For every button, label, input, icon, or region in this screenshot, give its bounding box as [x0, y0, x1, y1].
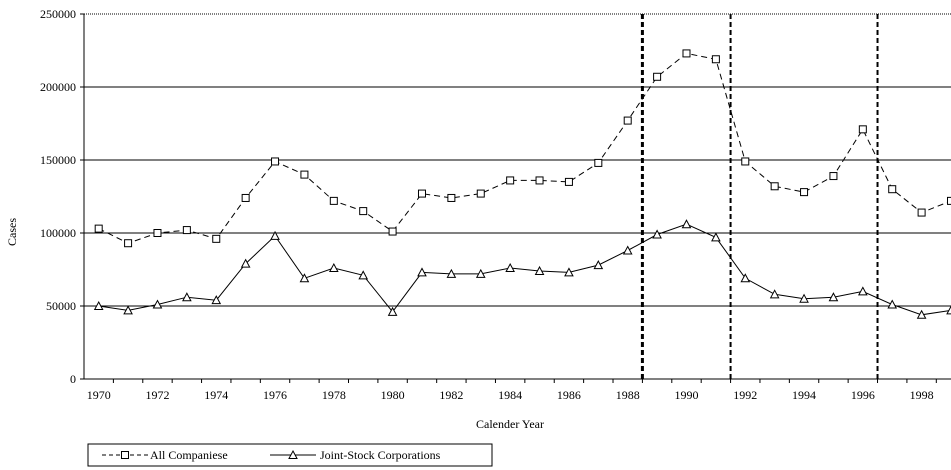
y-tick-label-50000: 50000 — [46, 299, 76, 313]
x-axis-title: Calender Year — [476, 417, 544, 431]
data-point-all-companiese-1984 — [506, 176, 515, 185]
data-point-all-companiese-1993 — [770, 182, 779, 191]
data-point-joint-stock-corporations-1999 — [946, 305, 951, 315]
data-point-all-companiese-1997 — [888, 185, 897, 194]
data-point-all-companiese-1989 — [653, 72, 662, 81]
data-point-joint-stock-corporations-1990 — [681, 219, 692, 229]
data-point-joint-stock-corporations-1995 — [828, 292, 839, 302]
x-tick-label-1996: 1996 — [851, 388, 875, 402]
data-point-all-companiese-1980 — [388, 227, 397, 236]
x-tick-label-1970: 1970 — [87, 388, 111, 402]
data-point-joint-stock-corporations-1984 — [505, 262, 515, 273]
legend: All Companiese Joint-Stock Corporations — [87, 443, 493, 467]
y-tick-label-200000: 200000 — [40, 80, 76, 94]
data-point-all-companiese-1971 — [124, 239, 133, 248]
data-point-joint-stock-corporations-1992 — [740, 273, 751, 283]
y-tick-label-250000: 250000 — [40, 7, 76, 21]
x-tick-label-1984: 1984 — [498, 388, 522, 402]
data-point-all-companiese-1991 — [711, 55, 720, 64]
series-line-all-companiese — [98, 52, 951, 244]
legend-marker-square — [121, 451, 129, 459]
legend-marker-triangle — [288, 449, 298, 459]
x-tick-label-1982: 1982 — [439, 388, 463, 402]
data-point-joint-stock-corporations-1970 — [93, 300, 104, 310]
data-point-joint-stock-corporations-1986 — [564, 267, 574, 277]
series-group — [93, 49, 951, 319]
x-tick-label-1978: 1978 — [322, 388, 346, 402]
data-point-all-companiese-1995 — [829, 172, 838, 181]
gridlines — [84, 13, 951, 307]
data-point-all-companiese-1987 — [594, 158, 603, 167]
data-point-joint-stock-corporations-1988 — [622, 245, 633, 255]
y-tick-label-150000: 150000 — [40, 153, 76, 167]
data-point-all-companiese-1985 — [535, 176, 544, 185]
data-point-all-companiese-1981 — [417, 189, 426, 198]
data-point-all-companiese-1986 — [564, 177, 573, 186]
data-point-joint-stock-corporations-1993 — [769, 289, 780, 299]
data-point-joint-stock-corporations-1975 — [240, 258, 251, 268]
data-point-all-companiese-1975 — [241, 193, 250, 202]
data-point-joint-stock-corporations-1978 — [328, 262, 339, 273]
data-point-joint-stock-corporations-1979 — [358, 270, 369, 280]
x-tick-label-1974: 1974 — [204, 388, 228, 402]
x-tick-label-1992: 1992 — [733, 388, 757, 402]
data-point-joint-stock-corporations-1982 — [446, 268, 457, 278]
x-tick-label-1976: 1976 — [263, 388, 287, 402]
data-point-joint-stock-corporations-1977 — [299, 273, 310, 283]
data-point-joint-stock-corporations-1987 — [593, 260, 604, 270]
data-point-joint-stock-corporations-1973 — [182, 292, 192, 302]
data-point-joint-stock-corporations-1980 — [387, 306, 398, 316]
data-point-all-companiese-1990 — [682, 49, 691, 58]
data-point-all-companiese-1982 — [447, 193, 456, 202]
legend-label-all-companiese: All Companiese — [150, 448, 228, 462]
x-tick-label-1988: 1988 — [616, 388, 640, 402]
data-point-all-companiese-1979 — [359, 207, 368, 216]
x-tick-label-1972: 1972 — [145, 388, 169, 402]
y-tick-label-0: 0 — [70, 372, 76, 386]
data-point-joint-stock-corporations-1994 — [799, 293, 809, 303]
x-tick-label-1994: 1994 — [792, 388, 816, 402]
data-point-all-companiese-1977 — [300, 170, 309, 179]
data-point-all-companiese-1970 — [94, 224, 103, 233]
data-point-joint-stock-corporations-1983 — [475, 268, 486, 278]
x-tick-label-1990: 1990 — [674, 388, 698, 402]
data-point-all-companiese-1994 — [800, 188, 809, 197]
data-point-all-companiese-1972 — [153, 229, 162, 237]
data-point-joint-stock-corporations-1997 — [887, 299, 898, 309]
data-point-all-companiese-1983 — [476, 189, 485, 198]
x-tick-label-1980: 1980 — [381, 388, 405, 402]
data-point-joint-stock-corporations-1991 — [711, 232, 721, 242]
data-point-joint-stock-corporations-1974 — [211, 295, 222, 305]
y-tick-label-100000: 100000 — [40, 226, 76, 240]
data-point-all-companiese-1978 — [329, 196, 338, 205]
data-point-joint-stock-corporations-1998 — [916, 309, 927, 319]
data-point-joint-stock-corporations-1972 — [152, 299, 163, 309]
data-point-joint-stock-corporations-1985 — [534, 265, 545, 275]
data-point-all-companiese-1998 — [917, 208, 926, 217]
data-point-joint-stock-corporations-1971 — [123, 305, 133, 315]
data-point-joint-stock-corporations-1989 — [652, 229, 662, 239]
data-point-all-companiese-1992 — [741, 157, 750, 166]
data-point-all-companiese-1988 — [623, 116, 632, 125]
x-tick-label-1998: 1998 — [910, 388, 934, 402]
x-tick-label-1986: 1986 — [557, 388, 581, 402]
data-point-all-companiese-1996 — [858, 125, 867, 134]
y-tick-labels: 0 50000 100000 150000 200000 250000 — [40, 7, 76, 386]
axes — [80, 13, 951, 383]
data-point-all-companiese-1976 — [271, 157, 280, 166]
data-point-all-companiese-1974 — [212, 234, 221, 243]
legend-label-joint-stock-corporations: Joint-Stock Corporations — [320, 448, 441, 462]
x-tick-labels: 1970 1972 1974 1976 1978 1980 1982 1984 1986 1988… — [87, 388, 934, 402]
vertical-markers — [640, 14, 879, 379]
y-axis-title: Cases — [5, 218, 19, 246]
data-point-all-companiese-1999 — [947, 196, 951, 205]
data-point-joint-stock-corporations-1996 — [857, 286, 868, 296]
data-point-joint-stock-corporations-1976 — [270, 230, 280, 240]
data-point-joint-stock-corporations-1981 — [417, 267, 427, 277]
series-line-joint-stock-corporations — [98, 223, 951, 316]
data-point-all-companiese-1973 — [182, 226, 191, 235]
